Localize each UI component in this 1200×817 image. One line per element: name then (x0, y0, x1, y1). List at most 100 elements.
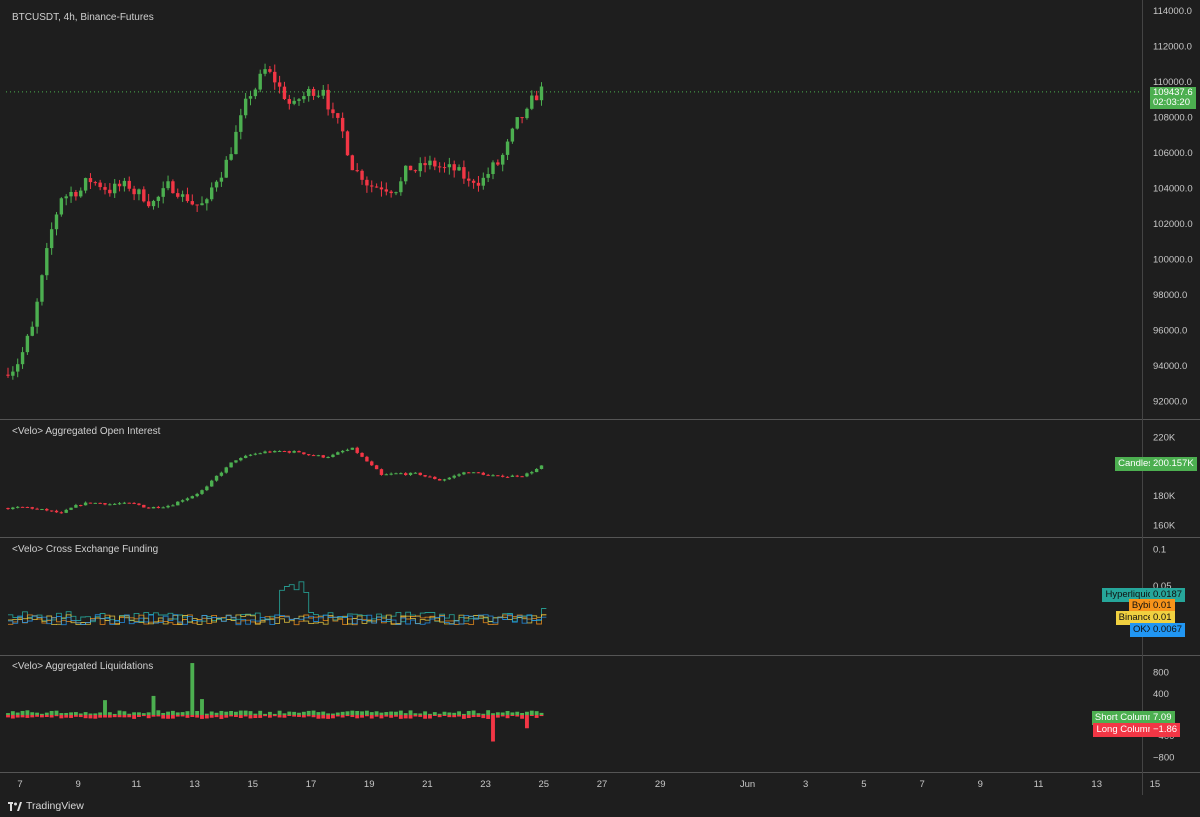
oi-candle (180, 500, 185, 502)
short-liq-bar (263, 713, 267, 715)
price-candle (307, 89, 311, 97)
tradingview-logo[interactable]: TradingView (8, 800, 84, 812)
oi-candle (384, 474, 388, 476)
oi-candle (214, 475, 219, 481)
price-candle (462, 167, 466, 179)
long-liq-bar (529, 715, 534, 716)
short-liq-bar (258, 710, 263, 715)
price-candle (171, 181, 175, 194)
funding-tick-label: 0.05 (1153, 581, 1172, 592)
short-liq-bar (520, 712, 525, 715)
oi-candle (491, 475, 495, 477)
price-candle (496, 162, 500, 165)
price-candle (45, 248, 49, 276)
long-liq-bar (73, 715, 78, 717)
oi-candle (331, 454, 335, 457)
long-liq-bar (331, 715, 335, 719)
oi-candle (156, 506, 161, 508)
price-candle (287, 99, 291, 104)
long-liq-bar (335, 715, 340, 717)
oi-candle (340, 450, 345, 453)
oi-candle (404, 473, 408, 476)
price-candle (336, 113, 340, 118)
liq-tick-label: 800 (1153, 668, 1169, 679)
long-liq-bar (35, 715, 40, 717)
last-price-value: 109437.6 (1153, 87, 1193, 98)
bar-countdown: 02:03:20 (1153, 97, 1190, 108)
short-liq-bar (64, 712, 69, 715)
oi-candle (476, 472, 481, 474)
short-liq-bar (267, 711, 272, 715)
oi-candle (360, 452, 364, 457)
long-liq-bar (243, 715, 248, 717)
price-candle (151, 200, 156, 207)
long-liq-bar (360, 715, 364, 718)
oi-candle (355, 447, 359, 453)
oi-candle (287, 451, 291, 453)
oi-candle (316, 455, 321, 457)
price-candle (176, 193, 180, 197)
oi-candle (505, 476, 510, 478)
oi-candle (59, 512, 64, 514)
price-candle (292, 100, 296, 104)
price-candle (219, 177, 224, 182)
long-liq-bar (364, 715, 369, 717)
long-liq-bar (151, 715, 156, 717)
oi-candle (83, 502, 88, 506)
price-candle (200, 203, 204, 206)
oi-candle (481, 472, 485, 475)
price-candle (83, 178, 88, 191)
price-candle (437, 166, 442, 168)
long-liq-bar (132, 715, 137, 719)
price-candle (447, 164, 452, 168)
short-liq-bar (335, 712, 340, 715)
long-liq-bar (457, 715, 461, 717)
short-liq-bar (287, 711, 292, 715)
price-candle (161, 188, 165, 197)
long-liq-bar (98, 715, 103, 718)
oi-candle (40, 508, 44, 510)
short-liq-bar (510, 712, 515, 715)
long-liq-bar (447, 715, 452, 718)
long-liq-bar (112, 715, 117, 718)
oi-candle (6, 507, 10, 510)
short-liq-bar (166, 711, 170, 715)
price-candle (471, 180, 476, 183)
long-liq-bar (423, 715, 428, 719)
long-liq-bar (209, 715, 214, 718)
short-liq-bar (83, 712, 88, 715)
price-candle (423, 163, 427, 166)
price-candle (457, 167, 461, 171)
price-candle (389, 191, 393, 194)
price-tick-label: 108000.0 (1153, 112, 1193, 123)
short-liq-bar (292, 711, 297, 715)
price-candle (132, 188, 136, 195)
oi-candle (176, 501, 180, 506)
long-liq-bar (369, 715, 374, 719)
price-candle (273, 71, 277, 83)
short-liq-bar (525, 711, 529, 715)
long-liq-bar (534, 715, 539, 718)
oi-candle (137, 503, 141, 505)
long-liq-bar (442, 715, 447, 716)
long-liq-bar (461, 715, 466, 719)
symbol-title: BTCUSDT, 4h, Binance-Futures (12, 12, 154, 23)
short-liq-bar (137, 712, 141, 715)
oi-candle (418, 472, 422, 476)
bybit-tag-value: 0.01 (1150, 599, 1175, 613)
long-liq-bar (321, 715, 326, 719)
oi-candle (394, 473, 398, 475)
short-liq-bar (457, 711, 461, 715)
price-candle (345, 131, 350, 156)
oi-candle (413, 472, 418, 474)
price-candle (88, 178, 93, 183)
short-liq-bar (243, 710, 248, 715)
price-candle (79, 190, 83, 197)
price-candle (30, 326, 34, 336)
price-candle (370, 185, 374, 187)
long-liq-bar (88, 715, 93, 719)
price-tick-label: 98000.0 (1153, 290, 1187, 301)
oi-candle (103, 503, 107, 505)
price-candle (11, 371, 15, 376)
